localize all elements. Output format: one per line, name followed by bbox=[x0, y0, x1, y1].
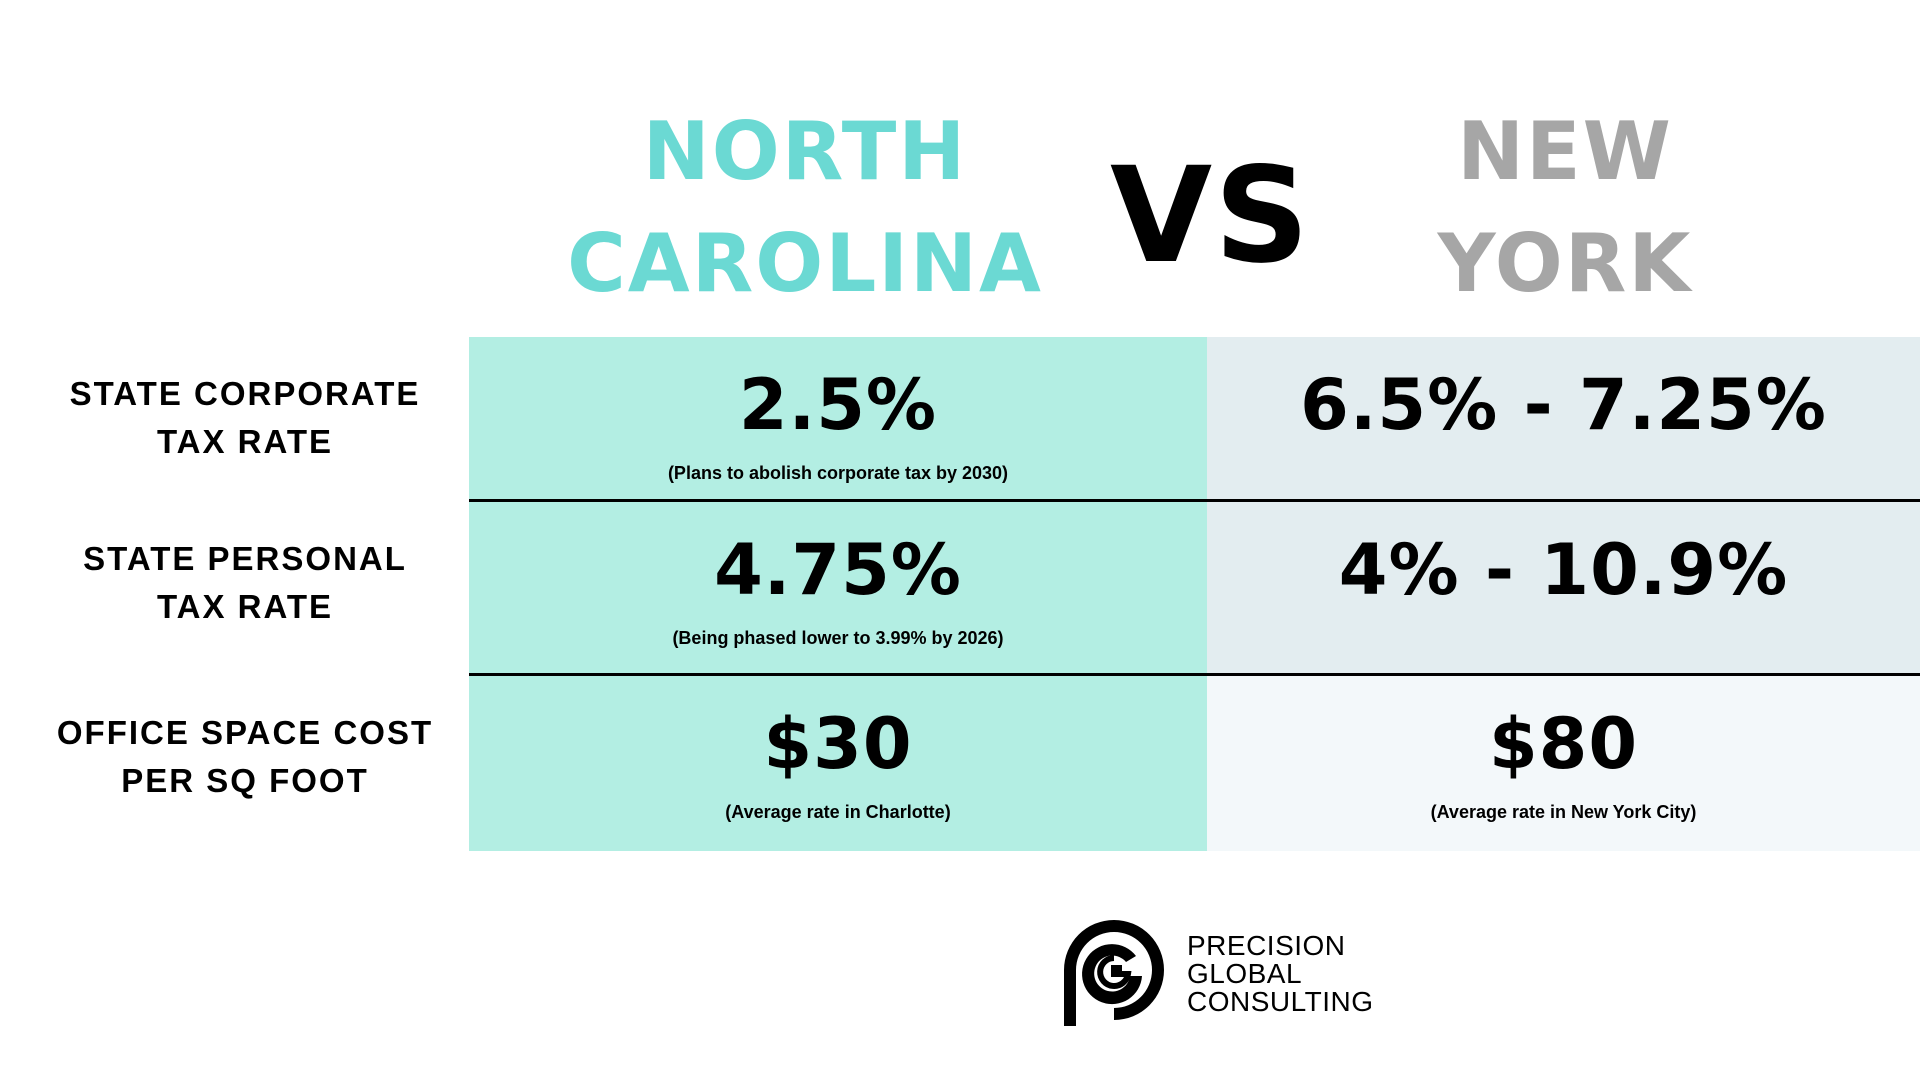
company-name: PRECISION GLOBAL CONSULTING bbox=[1187, 932, 1374, 1016]
row-label-line-2: TAX RATE bbox=[156, 587, 334, 625]
north-carolina-cell: 2.5% (Plans to abolish corporate tax by … bbox=[469, 337, 1207, 512]
new-york-note: (Average rate in New York City) bbox=[1430, 802, 1697, 822]
north-carolina-title: NORTH CAROLINA bbox=[560, 96, 1050, 320]
row-divider bbox=[469, 673, 1920, 676]
row-label-line-1: OFFICE SPACE COST bbox=[56, 713, 434, 751]
comparison-row-corporate-tax: STATE CORPORATE TAX RATE 2.5% (Plans to … bbox=[0, 337, 1920, 512]
new-york-value: 6.5% - 7.25% bbox=[1300, 364, 1827, 446]
north-carolina-note: (Plans to abolish corporate tax by 2030) bbox=[667, 463, 1009, 483]
new-york-cell: 4% - 10.9% bbox=[1207, 502, 1920, 677]
north-carolina-cell: 4.75% (Being phased lower to 3.99% by 20… bbox=[469, 502, 1207, 677]
row-label-line-2: TAX RATE bbox=[156, 422, 334, 460]
north-carolina-note: (Being phased lower to 3.99% by 2026) bbox=[672, 628, 1004, 648]
north-carolina-value: $30 bbox=[763, 703, 913, 785]
new-york-title-line-2: YORK bbox=[1437, 217, 1693, 310]
new-york-title-line-1: NEW bbox=[1457, 105, 1673, 198]
row-divider bbox=[469, 499, 1920, 502]
north-carolina-note: (Average rate in Charlotte) bbox=[725, 802, 951, 822]
north-carolina-title-line-1: NORTH bbox=[642, 105, 968, 198]
row-label-line-1: STATE PERSONAL bbox=[83, 539, 407, 577]
new-york-value: $80 bbox=[1488, 703, 1639, 785]
company-name-line-1: PRECISION bbox=[1187, 930, 1346, 961]
pgc-monogram-icon bbox=[1064, 920, 1164, 1026]
row-label-line-1: STATE CORPORATE bbox=[69, 374, 421, 412]
north-carolina-value: 4.75% bbox=[714, 529, 962, 611]
comparison-row-office-space: OFFICE SPACE COST PER SQ FOOT $30 (Avera… bbox=[0, 676, 1920, 851]
north-carolina-value: 2.5% bbox=[738, 364, 938, 446]
company-name-line-2: GLOBAL bbox=[1187, 958, 1303, 989]
new-york-value: 4% - 10.9% bbox=[1338, 529, 1789, 611]
vs-label: VS bbox=[1110, 139, 1312, 293]
comparison-row-personal-tax: STATE PERSONAL TAX RATE 4.75% (Being pha… bbox=[0, 502, 1920, 677]
row-label: STATE CORPORATE TAX RATE bbox=[40, 337, 450, 512]
company-logo: PRECISION GLOBAL CONSULTING bbox=[1052, 914, 1382, 1032]
new-york-title: NEW YORK bbox=[1375, 96, 1755, 320]
north-carolina-title-line-2: CAROLINA bbox=[567, 217, 1043, 310]
new-york-cell: $80 (Average rate in New York City) bbox=[1207, 676, 1920, 851]
row-label: OFFICE SPACE COST PER SQ FOOT bbox=[40, 676, 450, 851]
company-name-line-3: CONSULTING bbox=[1187, 986, 1374, 1017]
north-carolina-cell: $30 (Average rate in Charlotte) bbox=[469, 676, 1207, 851]
new-york-cell: 6.5% - 7.25% bbox=[1207, 337, 1920, 512]
row-label: STATE PERSONAL TAX RATE bbox=[40, 502, 450, 677]
row-label-line-2: PER SQ FOOT bbox=[121, 761, 369, 799]
